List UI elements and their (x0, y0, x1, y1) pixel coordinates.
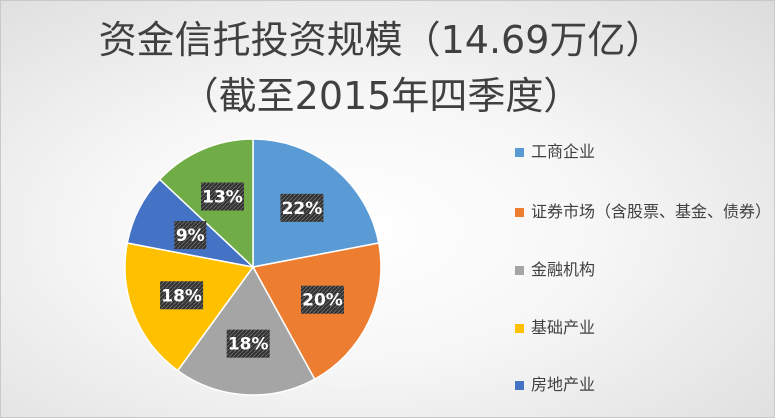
pie-data-label-text: 22% (282, 199, 323, 219)
legend-item: 证券市场（含股票、基金、债券） (515, 201, 772, 223)
pie-data-label-text: 9% (176, 226, 205, 246)
legend-label: 基础产业 (531, 318, 596, 337)
legend-swatch (515, 324, 524, 333)
pie-data-label-box (200, 182, 244, 211)
chart-title-line-2: （截至2015年四季度） (180, 74, 582, 118)
legend-label: 金融机构 (531, 260, 596, 279)
legend-item: 工商企业 (515, 141, 765, 163)
pie-data-label-box (300, 285, 344, 314)
legend-swatch (515, 381, 524, 390)
legend-item: 金融机构 (515, 259, 765, 281)
pie-data-label-box (226, 329, 270, 358)
pie-data-label: 9% (174, 221, 207, 250)
pie-data-label-text: 20% (302, 291, 343, 311)
pie-data-label-text: 18% (161, 286, 202, 306)
pie-data-label: 18% (226, 329, 270, 358)
pie-data-label-box (174, 221, 207, 250)
legend-swatch (515, 208, 524, 217)
legend-swatch (515, 266, 524, 275)
pie-data-label: 13% (200, 182, 244, 211)
pie-data-labels: 22% 20% 18% 18% 9% 13% (160, 182, 344, 358)
legend-label: 工商企业 (531, 142, 596, 161)
pie-data-label: 18% (160, 281, 204, 310)
legend-item: 基础产业 (515, 317, 765, 339)
pie-data-label-box (160, 281, 204, 310)
legend-item: 房地产业 (515, 374, 765, 396)
legend-label: 证券市场（含股票、基金、债券） (531, 202, 772, 221)
pie-data-label-text: 18% (228, 335, 269, 355)
legend-swatch (515, 148, 524, 157)
chart-title-line-1: 资金信托投资规模（14.69万亿） (98, 18, 664, 62)
pie-data-label: 20% (300, 285, 344, 314)
pie-data-label: 22% (280, 193, 324, 222)
pie-data-label-box (280, 193, 324, 222)
legend-label: 房地产业 (531, 375, 596, 394)
pie-data-label-text: 13% (202, 188, 243, 208)
